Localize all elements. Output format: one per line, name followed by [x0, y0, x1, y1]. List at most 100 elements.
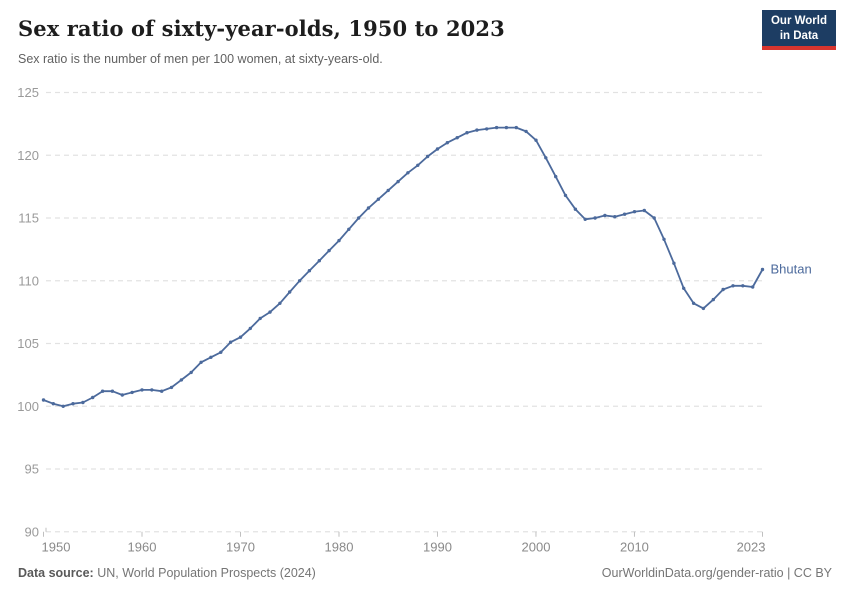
- data-point-1971: [248, 326, 252, 331]
- data-point-1987: [406, 171, 410, 175]
- data-point-2003: [563, 193, 568, 198]
- data-point-1967: [209, 355, 213, 359]
- owid-logo-line2: in Data: [779, 29, 819, 42]
- data-point-2009: [622, 212, 627, 216]
- data-point-2012: [652, 216, 656, 220]
- data-point-1966: [199, 360, 203, 364]
- x-tick-label-1990: 1990: [423, 539, 452, 554]
- data-point-2019: [721, 287, 725, 292]
- data-point-1964: [179, 378, 184, 382]
- data-point-1959: [130, 390, 134, 395]
- data-point-2004: [573, 207, 578, 211]
- data-point-1997: [504, 125, 509, 130]
- y-tick-label-115: 115: [18, 211, 39, 226]
- data-point-1991: [445, 141, 449, 145]
- data-point-1965: [189, 370, 193, 375]
- data-point-2020: [731, 284, 735, 288]
- data-source-note: Data source: UN, World Population Prospe…: [18, 566, 316, 580]
- data-point-1977: [307, 269, 312, 273]
- y-tick-label-120: 120: [17, 148, 39, 163]
- data-point-1983: [366, 206, 371, 210]
- data-point-2011: [642, 208, 646, 213]
- data-point-2015: [682, 286, 686, 290]
- data-point-1955: [91, 395, 95, 400]
- data-point-1980: [337, 238, 341, 243]
- x-tick-label-2023: 2023: [737, 539, 766, 554]
- owid-logo-line1: Our World: [770, 15, 827, 27]
- data-point-2021: [741, 284, 745, 288]
- chart-title: Sex ratio of sixty-year-olds, 1950 to 20…: [18, 16, 505, 41]
- data-point-1999: [524, 129, 528, 134]
- x-tick-label-2000: 2000: [522, 539, 551, 554]
- data-point-1961: [150, 388, 154, 392]
- data-point-1994: [475, 128, 479, 132]
- data-point-2008: [613, 215, 617, 219]
- data-point-2001: [544, 156, 548, 160]
- data-point-2005: [583, 217, 587, 221]
- data-point-1995: [485, 127, 489, 131]
- y-tick-label-125: 125: [17, 85, 39, 100]
- data-point-1974: [278, 301, 282, 305]
- data-point-1998: [514, 125, 518, 130]
- data-point-1970: [238, 335, 243, 339]
- y-tick-label-100: 100: [17, 399, 39, 414]
- data-point-1990: [435, 147, 440, 151]
- data-point-1978: [317, 259, 321, 263]
- data-point-1993: [465, 131, 469, 135]
- data-point-1979: [327, 248, 331, 253]
- data-point-1992: [455, 136, 459, 140]
- data-point-2014: [672, 261, 676, 265]
- data-point-2022: [751, 285, 755, 289]
- chart-subtitle: Sex ratio is the number of men per 100 w…: [18, 52, 383, 66]
- data-source-label: Data source:: [18, 566, 94, 580]
- data-point-1962: [160, 389, 164, 393]
- data-point-1952: [61, 404, 65, 408]
- data-point-1953: [71, 402, 75, 406]
- series-line-bhutan[interactable]: [42, 126, 764, 408]
- data-point-2017: [701, 306, 706, 311]
- data-point-1963: [169, 385, 174, 390]
- data-source-text: UN, World Population Prospects (2024): [97, 566, 316, 580]
- data-point-2006: [593, 216, 597, 220]
- data-point-1950: [41, 398, 46, 402]
- data-point-1976: [297, 279, 302, 283]
- data-point-1981: [347, 227, 351, 231]
- data-point-1968: [219, 350, 223, 354]
- data-point-1958: [120, 393, 125, 397]
- data-point-2007: [603, 213, 607, 218]
- x-tick-label-2010: 2010: [620, 539, 649, 554]
- data-point-1954: [81, 400, 85, 405]
- data-point-2010: [632, 210, 637, 214]
- data-point-1985: [386, 188, 390, 193]
- x-tick-label-1970: 1970: [226, 539, 255, 554]
- x-tick-label-1980: 1980: [325, 539, 354, 554]
- x-tick-label-1960: 1960: [128, 539, 157, 554]
- data-point-1969: [228, 340, 233, 344]
- data-point-1986: [396, 179, 400, 184]
- data-point-2018: [711, 297, 715, 302]
- data-point-1982: [357, 216, 361, 220]
- y-tick-label-105: 105: [17, 336, 39, 351]
- data-point-2023: [760, 267, 765, 272]
- data-point-1984: [376, 197, 381, 201]
- data-point-1957: [110, 389, 115, 393]
- data-point-1988: [416, 163, 420, 167]
- line-chart: 90 95 100 105 110 115 120 125 1950 1960 1970 1980 19…: [17, 85, 812, 554]
- owid-logo[interactable]: Our World in Data: [762, 10, 836, 51]
- x-tick-label-1950: 1950: [42, 539, 71, 554]
- credit-link[interactable]: OurWorldinData.org/gender-ratio | CC BY: [601, 566, 832, 580]
- y-tick-label-110: 110: [18, 273, 39, 288]
- y-tick-label-90: 90: [25, 524, 39, 539]
- data-point-2013: [662, 237, 666, 241]
- data-point-2002: [554, 174, 558, 179]
- data-point-1996: [494, 125, 499, 130]
- data-point-1989: [425, 154, 430, 159]
- data-point-1956: [100, 389, 105, 393]
- data-point-1960: [140, 388, 144, 392]
- data-point-1973: [268, 310, 272, 314]
- series-label-bhutan[interactable]: Bhutan: [771, 261, 812, 276]
- data-point-1972: [258, 316, 262, 321]
- data-point-2016: [691, 301, 696, 305]
- y-tick-label-95: 95: [25, 462, 39, 477]
